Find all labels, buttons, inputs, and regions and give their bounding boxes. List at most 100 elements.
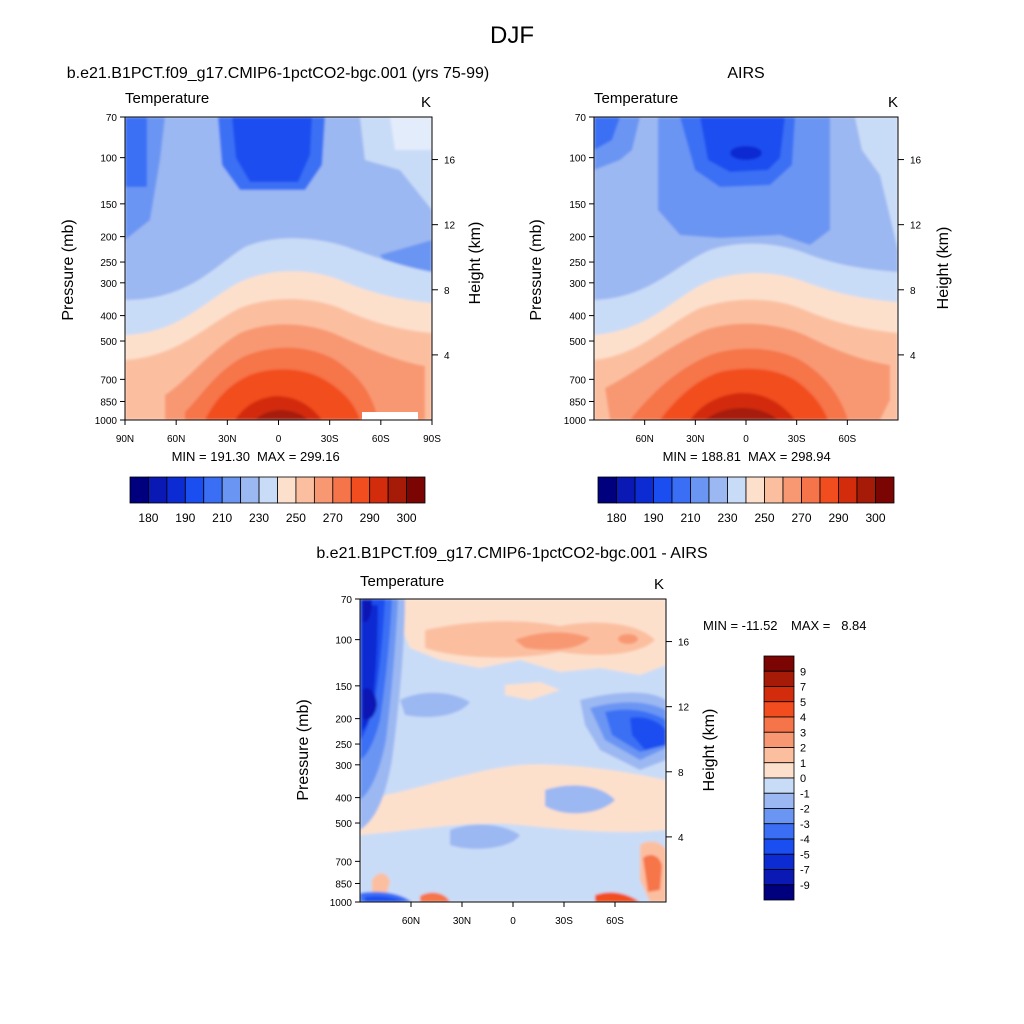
pressure-tick-label: 250 (569, 258, 586, 269)
colorbar-box (763, 853, 795, 870)
colorbar-box (763, 731, 795, 748)
colorbar-box (763, 747, 795, 764)
colorbar-box (856, 476, 876, 504)
colorbar-label: -1 (800, 788, 810, 800)
latitude-tick-label: 60N (402, 916, 420, 927)
panel-diff-axes: 70 100 150 200 250 300 400 500 700 850 1000 16 12 8 4 6… (330, 595, 690, 927)
colorbar-label: 5 (800, 697, 806, 709)
colorbar-box (690, 476, 710, 504)
height-tick-label: 8 (910, 286, 916, 297)
height-tick-label: 8 (678, 768, 684, 779)
colorbar-box (295, 476, 315, 504)
colorbar-box (875, 476, 895, 504)
colorbar-box (387, 476, 407, 504)
colorbar-box (763, 762, 795, 779)
panel-diff: b.e21.B1PCT.f09_g17.CMIP6-1pctCO2-bgc.00… (295, 545, 867, 927)
colorbar-box (763, 686, 795, 703)
panel-diff-ylabel: Pressure (mb) (295, 699, 312, 800)
colorbar-label: 270 (791, 511, 811, 525)
panel-airs-title: AIRS (727, 65, 764, 82)
height-tick-label: 16 (910, 156, 922, 167)
latitude-tick-label: 30N (686, 434, 704, 445)
latitude-tick-label: 0 (743, 434, 749, 445)
panel-airs-axes: 70 100 150 200 250 300 400 500 700 850 1000 16 12 8 4 6… (564, 113, 922, 445)
colorbar-box (819, 476, 839, 504)
height-tick-label: 4 (678, 833, 684, 844)
pressure-tick-label: 100 (335, 636, 352, 647)
colorbar-label: 2 (800, 743, 806, 755)
colorbar-box (634, 476, 654, 504)
colorbar-box (166, 476, 186, 504)
colorbar-label: 250 (286, 511, 306, 525)
colorbar-box (203, 476, 223, 504)
latitude-tick-label: 30S (555, 916, 573, 927)
colorbar-label: -9 (800, 880, 810, 892)
colorbar-box (406, 476, 426, 504)
pressure-tick-label: 850 (569, 397, 586, 408)
pressure-tick-label: 70 (341, 595, 353, 606)
height-tick-label: 4 (910, 351, 916, 362)
colorbar-box (763, 792, 795, 809)
panel-airs-min: MIN = 188.81 (663, 449, 741, 464)
panel-model-axes: 70 100 150 200 250 300 400 500 700 850 1000 16 12 8 4 9… (95, 113, 456, 445)
colorbar-box (763, 838, 795, 855)
pressure-tick-label: 150 (335, 682, 352, 693)
colorbar-box (350, 476, 371, 504)
latitude-tick-label: 30N (453, 916, 471, 927)
pressure-tick-label: 300 (569, 279, 586, 290)
colorbar-box (148, 476, 168, 504)
colorbar-label: 210 (680, 511, 700, 525)
colorbar-box (332, 476, 352, 504)
colorbar-label: -3 (800, 819, 810, 831)
panel-airs-colorbar: 180 190 210 230 250 270 290 300 (597, 476, 895, 525)
colorbar-box (801, 476, 821, 504)
colorbar-label: 1 (800, 758, 806, 770)
height-tick-label: 8 (444, 286, 450, 297)
panel-diff-units: K (654, 576, 664, 593)
pressure-tick-label: 100 (569, 154, 586, 165)
panel-airs-units: K (888, 94, 898, 111)
colorbar-box (597, 476, 617, 504)
pressure-tick-label: 70 (106, 113, 118, 124)
colorbar-box (763, 655, 795, 672)
colorbar-label: 0 (800, 773, 806, 785)
panel-model-colorbar: 180 190 210 230 250 270 290 300 (129, 476, 426, 525)
colorbar-label: 290 (360, 511, 380, 525)
colorbar-box (763, 716, 795, 733)
colorbar-box (763, 808, 795, 825)
colorbar-box (184, 476, 205, 504)
colorbar-label: 9 (800, 666, 806, 678)
pressure-tick-label: 850 (100, 397, 117, 408)
pressure-tick-label: 1000 (95, 416, 118, 427)
colorbar-label: 180 (138, 511, 158, 525)
panel-diff-variable: Temperature (360, 573, 444, 590)
pressure-tick-label: 700 (100, 375, 117, 386)
latitude-tick-label: 60N (167, 434, 185, 445)
pressure-tick-label: 500 (335, 819, 352, 830)
panel-airs-variable: Temperature (594, 90, 678, 107)
colorbar-label: -4 (800, 834, 810, 846)
colorbar-box (653, 476, 673, 504)
pressure-tick-label: 400 (335, 794, 352, 805)
height-tick-label: 4 (444, 351, 450, 362)
pressure-tick-label: 1000 (564, 416, 587, 427)
pressure-tick-label: 200 (335, 715, 352, 726)
panel-model-min: MIN = 191.30 (172, 449, 250, 464)
panel-model-units: K (421, 94, 431, 111)
panel-diff-max: MAX = 8.84 (791, 618, 867, 633)
latitude-tick-label: 60S (606, 916, 624, 927)
colorbar-box (763, 777, 795, 794)
latitude-tick-label: 30N (218, 434, 236, 445)
colorbar-label: 230 (717, 511, 737, 525)
colorbar-box (763, 884, 795, 901)
panel-airs: AIRS Temperature K (528, 65, 952, 525)
latitude-tick-label: 60N (635, 434, 653, 445)
pressure-tick-label: 400 (100, 312, 117, 323)
height-tick-label: 12 (444, 221, 456, 232)
pressure-tick-label: 500 (100, 337, 117, 348)
panel-model: b.e21.B1PCT.f09_g17.CMIP6-1pctCO2-bgc.00… (60, 65, 489, 525)
colorbar-label: 7 (800, 682, 806, 694)
latitude-tick-label: 0 (510, 916, 516, 927)
colorbar-box (277, 476, 297, 504)
panel-airs-max: MAX = 298.94 (748, 449, 831, 464)
